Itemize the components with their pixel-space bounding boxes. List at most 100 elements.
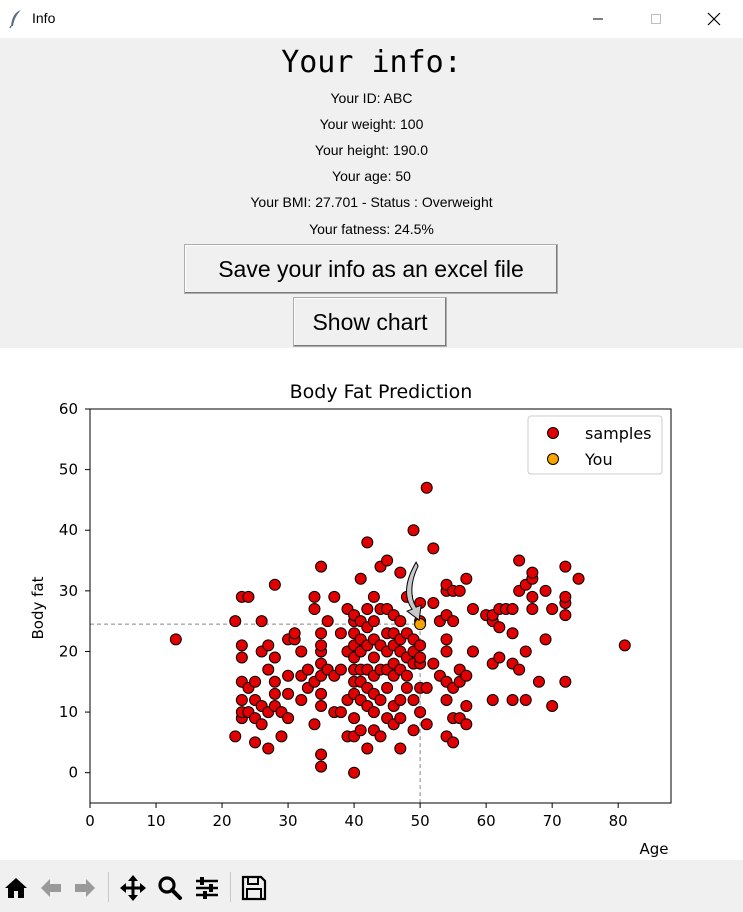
x-tick-label: 0 — [85, 812, 95, 830]
sample-point — [354, 724, 367, 737]
sample-point — [526, 566, 539, 579]
y-tick-label: 10 — [59, 703, 78, 721]
sample-point — [334, 663, 347, 676]
sample-point — [460, 572, 473, 585]
sample-point — [519, 645, 532, 658]
save-excel-button[interactable]: Save your info as an excel file — [184, 244, 558, 294]
sample-point — [559, 609, 572, 622]
sample-point — [367, 651, 380, 664]
you-arrow — [406, 561, 422, 622]
sample-point — [447, 615, 460, 628]
sample-point — [249, 675, 262, 688]
sample-point — [420, 681, 433, 694]
sample-point — [526, 590, 539, 603]
sample-point — [315, 700, 328, 713]
sample-point — [255, 615, 268, 628]
sample-point — [460, 669, 473, 682]
sample-point — [321, 615, 334, 628]
x-tick-label: 30 — [279, 812, 298, 830]
configure-subplots-icon — [196, 877, 218, 899]
x-tick-label: 20 — [212, 812, 231, 830]
configure-subplots-button[interactable] — [193, 874, 221, 902]
minimize-icon — [593, 18, 603, 20]
save-figure-button[interactable] — [240, 874, 268, 902]
sample-point — [229, 730, 242, 743]
sample-point — [414, 651, 427, 664]
forward-button[interactable] — [71, 874, 99, 902]
sample-point — [315, 760, 328, 773]
sample-point — [295, 693, 308, 706]
x-tick-label: 60 — [477, 812, 496, 830]
legend-label-samples: samples — [585, 424, 652, 443]
x-axis-label: Age — [639, 840, 668, 858]
sample-point — [414, 639, 427, 652]
info-panel: Your info: Your ID: ABC Your weight: 100… — [0, 38, 743, 348]
back-button[interactable] — [37, 874, 65, 902]
minimize-button[interactable] — [569, 0, 627, 38]
sample-point — [546, 700, 559, 713]
window-title: Info — [32, 10, 56, 26]
y-tick-label: 30 — [59, 582, 78, 600]
y-tick-label: 20 — [59, 642, 78, 660]
sample-point — [420, 718, 433, 731]
data-points — [169, 481, 631, 779]
sample-point — [315, 560, 328, 573]
sample-point — [506, 627, 519, 640]
zoom-button[interactable] — [156, 874, 184, 902]
close-button[interactable] — [685, 0, 743, 38]
plot-frame — [89, 408, 672, 804]
sample-point — [348, 766, 361, 779]
x-tick-label: 70 — [543, 812, 562, 830]
weight-label: Your weight: 100 — [319, 116, 424, 132]
feather-icon — [9, 10, 21, 29]
sample-point — [361, 603, 374, 616]
home-icon — [5, 878, 27, 898]
sample-point — [308, 590, 321, 603]
sample-point — [539, 633, 552, 646]
sample-point — [262, 663, 275, 676]
sample-point — [295, 645, 308, 658]
x-tick-label: 80 — [609, 812, 628, 830]
sample-point — [381, 681, 394, 694]
pan-button[interactable] — [119, 874, 147, 902]
sample-point — [493, 621, 506, 634]
sample-point — [546, 603, 559, 616]
sample-point — [460, 700, 473, 713]
x-tick-label: 40 — [345, 812, 364, 830]
back-arrow-icon — [41, 879, 61, 897]
sample-point — [275, 730, 288, 743]
y-axis-label: Body fat — [29, 576, 47, 639]
sample-point — [506, 603, 519, 616]
y-axis-ticks: 0 10 20 30 40 50 60 — [59, 400, 90, 782]
show-chart-button[interactable]: Show chart — [293, 297, 447, 347]
sample-point — [315, 639, 328, 652]
sample-point — [453, 584, 466, 597]
scatter-chart: Body Fat Prediction Age Body fat 0 10 20 30… — [29, 381, 672, 858]
sample-point — [466, 603, 479, 616]
sample-point — [242, 590, 255, 603]
x-tick-label: 50 — [411, 812, 430, 830]
title-bar: Info — [0, 0, 743, 38]
close-icon — [707, 12, 721, 26]
sample-point — [407, 693, 420, 706]
legend-marker-samples — [547, 427, 559, 439]
sample-point — [381, 554, 394, 567]
sample-point — [262, 639, 275, 652]
sample-point — [334, 706, 347, 719]
sample-point — [367, 590, 380, 603]
home-button[interactable] — [2, 874, 30, 902]
sample-point — [282, 669, 295, 682]
sample-point — [513, 663, 526, 676]
sample-point — [559, 590, 572, 603]
maximize-button[interactable] — [627, 0, 685, 38]
sample-point — [235, 693, 248, 706]
sample-point — [268, 675, 281, 688]
sample-point — [348, 712, 361, 725]
sample-point — [301, 663, 314, 676]
pan-icon — [120, 875, 146, 901]
sample-point — [288, 627, 301, 640]
sample-point — [572, 572, 585, 585]
info-heading: Your info: — [281, 45, 462, 80]
sample-point — [328, 590, 341, 603]
bmi-label: Your BMI: 27.701 - Status : Overweight — [250, 194, 493, 210]
